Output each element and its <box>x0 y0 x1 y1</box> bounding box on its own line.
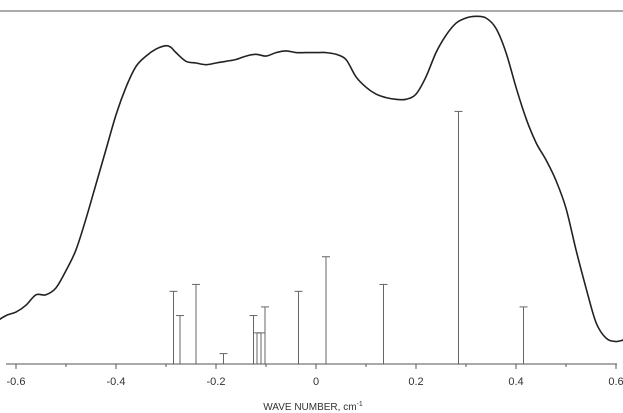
x-axis-label-text: WAVE NUMBER, cm <box>263 402 356 413</box>
x-tick-label: 0.6 <box>608 376 623 388</box>
profile-curve-layer <box>0 15 623 343</box>
stick-line <box>253 332 261 364</box>
x-tick-label: -0.2 <box>207 376 226 388</box>
x-tick-label: -0.4 <box>107 376 126 388</box>
stick-line <box>176 315 184 364</box>
x-tick-label: -0.6 <box>7 376 26 388</box>
stick-line <box>219 353 228 364</box>
stick-line <box>249 315 258 364</box>
profile-curve <box>0 15 623 343</box>
x-tick-label: 0.4 <box>508 376 523 388</box>
x-axis: -0.6 -0.4 -0.2 0 0.2 0.4 0.6 <box>6 363 623 388</box>
stick-lines <box>169 110 528 364</box>
frame-border <box>0 10 623 12</box>
stick-line <box>322 256 330 364</box>
stick-line <box>379 283 388 364</box>
stick-line <box>192 283 200 364</box>
x-axis-label: WAVE NUMBER, cm-1 <box>263 401 363 413</box>
x-axis-label-unit-exponent: -1 <box>357 401 363 408</box>
stick-line <box>261 306 269 364</box>
stick-line <box>169 290 178 364</box>
x-tick-label: 0 <box>313 376 319 388</box>
stick-line <box>454 110 463 364</box>
x-tick-label: 0.2 <box>408 376 423 388</box>
plot-frame <box>0 10 623 12</box>
stick-line <box>257 332 265 364</box>
stick-line <box>519 306 528 364</box>
stick-line <box>294 290 303 364</box>
